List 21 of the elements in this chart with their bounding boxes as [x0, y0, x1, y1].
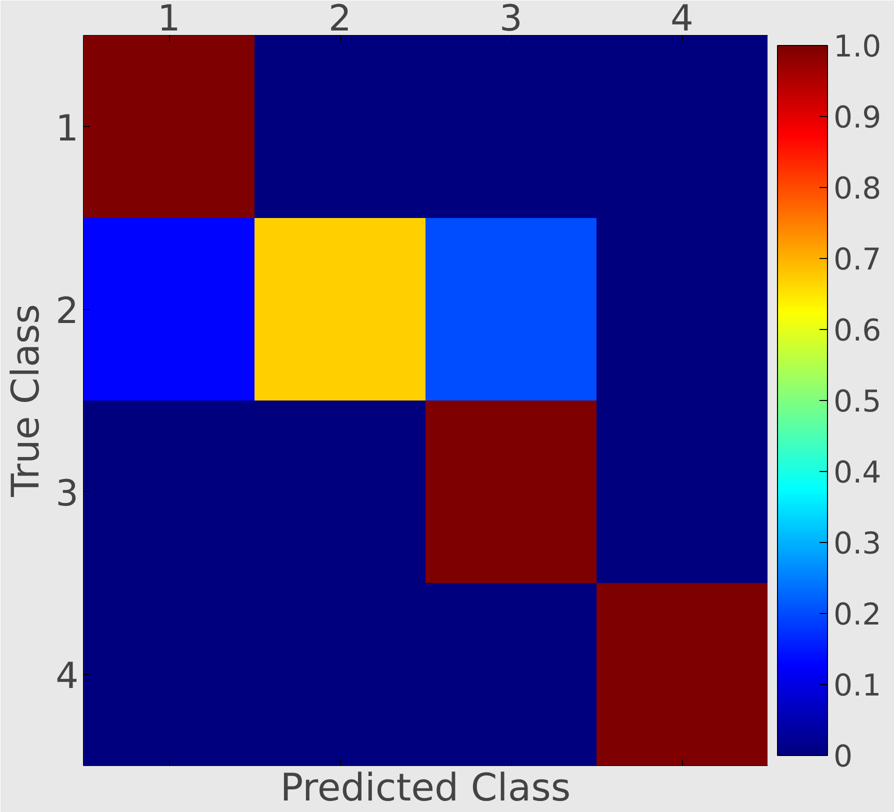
color-bar-label: 0.4	[834, 456, 882, 490]
color-bar-label: 0.8	[834, 172, 882, 206]
x-tick-label: 1	[158, 0, 180, 40]
color-bar-label: 1.0	[834, 30, 882, 64]
y-tick-label: 1	[56, 108, 78, 150]
color-bar-label: 0	[834, 740, 853, 774]
color-bar-label: 0.6	[834, 314, 882, 348]
color-bar-label: 0.1	[834, 668, 882, 704]
y-tick-label: 3	[56, 473, 78, 514]
color-bar-label: 0.3	[834, 526, 882, 562]
color-bar-label: 0.2	[834, 598, 882, 632]
x-axis-title: Predicted Class	[280, 766, 571, 810]
x-tick-label: 4	[670, 0, 694, 40]
color-bar-label: 0.7	[834, 242, 882, 278]
color-bar-label: 0.5	[834, 384, 882, 420]
y-tick-label: 4	[56, 656, 78, 697]
color-bar-label: 0.9	[834, 100, 882, 136]
y-tick-label: 2	[56, 290, 78, 332]
x-tick-label: 3	[500, 0, 522, 40]
y-axis-title: True Class	[4, 304, 48, 498]
x-tick-label: 2	[328, 0, 352, 40]
